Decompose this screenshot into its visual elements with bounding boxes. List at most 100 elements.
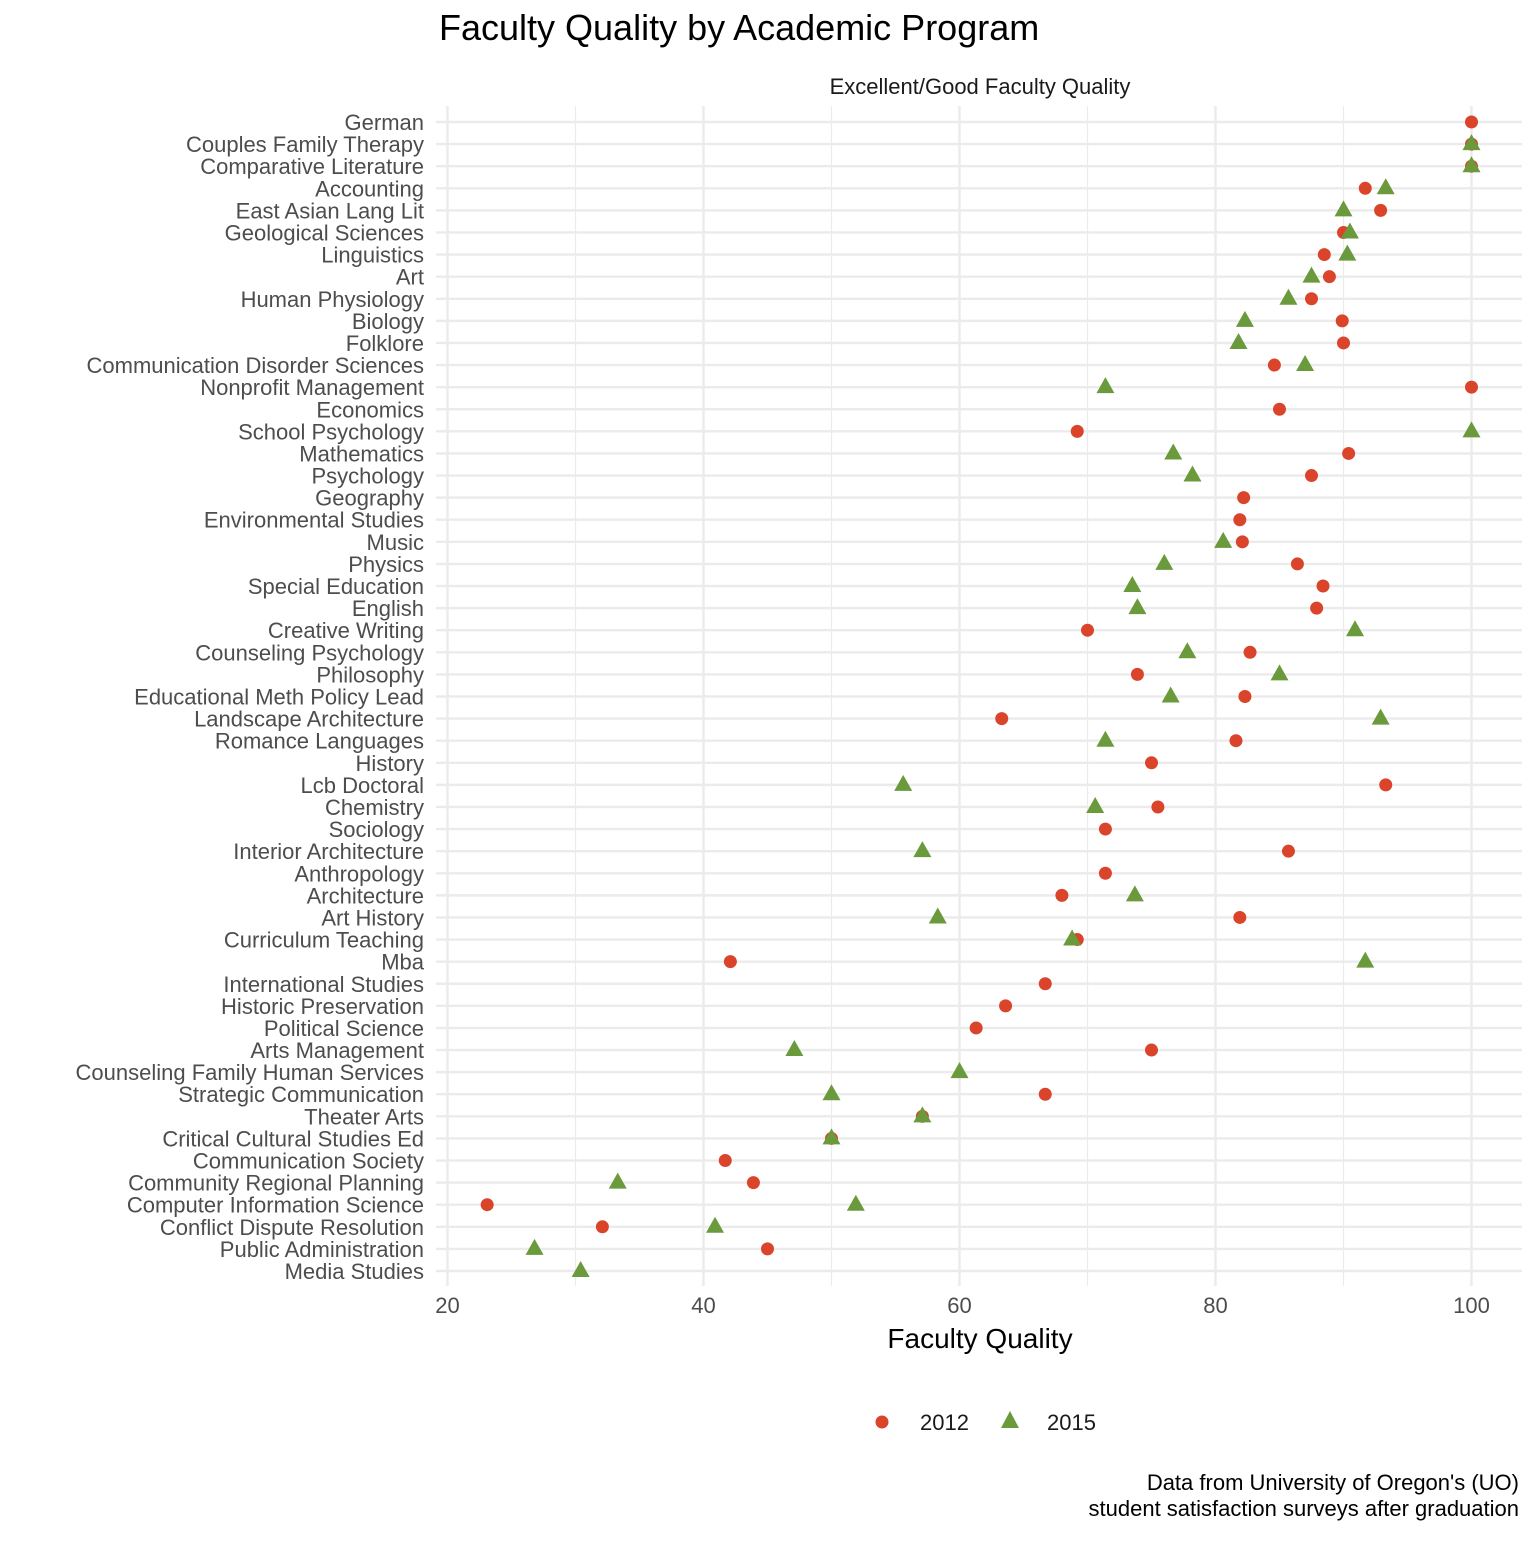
y-tick-label: Biology (352, 309, 424, 334)
y-tick-label: International Studies (223, 972, 424, 997)
point-2015 (1346, 620, 1365, 637)
point-2015 (1096, 730, 1115, 747)
point-2015 (608, 1172, 627, 1189)
y-tick-label: Conflict Dispute Resolution (160, 1215, 424, 1240)
y-tick-label: Computer Information Science (127, 1193, 424, 1218)
y-tick-label: Counseling Family Human Services (76, 1060, 424, 1085)
y-tick-label: School Psychology (238, 419, 424, 444)
point-2012 (1465, 380, 1478, 394)
point-2012 (1229, 734, 1243, 748)
y-tick-label: Folklore (346, 331, 424, 356)
point-2012 (1322, 270, 1336, 284)
x-tick-label: 60 (947, 1293, 971, 1318)
point-2012 (1342, 446, 1356, 460)
point-2012 (1151, 800, 1165, 814)
y-tick-label: Anthropology (294, 861, 424, 886)
y-tick-label: Media Studies (285, 1259, 424, 1284)
y-tick-label: History (356, 751, 424, 776)
point-2015 (1462, 421, 1481, 438)
point-2015 (571, 1261, 590, 1277)
point-2012 (1273, 402, 1286, 416)
point-2015 (1334, 200, 1353, 217)
chart-title: Faculty Quality by Academic Program (439, 7, 1039, 48)
point-2012 (1098, 866, 1112, 880)
point-2015 (1462, 134, 1481, 151)
point-2012 (1038, 977, 1052, 991)
y-tick-label: Special Education (248, 574, 424, 599)
y-tick-label: Historic Preservation (221, 994, 424, 1019)
point-2012 (1233, 513, 1247, 527)
point-2015 (1128, 598, 1147, 615)
x-tick-labels: 20 40 60 80 100 (435, 1293, 1490, 1318)
point-2015 (822, 1128, 841, 1145)
y-tick-label: Geological Sciences (225, 220, 424, 245)
point-2012 (746, 1176, 760, 1190)
y-tick-label: Music (367, 530, 424, 555)
point-2012 (1238, 690, 1252, 703)
point-2015 (894, 774, 913, 791)
y-tick-label: German (345, 110, 424, 135)
point-2015 (1235, 310, 1254, 327)
point-2012 (1145, 1043, 1158, 1057)
point-2012 (1335, 314, 1349, 328)
y-tick-label: Environmental Studies (204, 508, 424, 533)
point-2012 (723, 955, 737, 969)
point-2012 (1374, 203, 1388, 217)
point-2015 (525, 1238, 544, 1255)
legend-marker-2015 (1001, 1411, 1019, 1428)
point-2015 (1125, 885, 1144, 902)
point-2015 (1161, 686, 1180, 703)
point-2015 (1229, 332, 1248, 349)
point-2012 (1055, 888, 1069, 902)
y-tick-label: Counseling Psychology (195, 640, 424, 665)
point-2012 (1098, 822, 1112, 836)
y-tick-label: Linguistics (321, 243, 424, 268)
point-2012 (1358, 181, 1372, 195)
x-tick-label: 40 (691, 1293, 715, 1318)
point-2015 (822, 1084, 841, 1101)
point-2015 (1270, 664, 1289, 681)
point-2012 (1317, 248, 1331, 262)
point-2012 (969, 1021, 983, 1035)
point-2012 (1070, 424, 1084, 438)
point-2012 (595, 1220, 609, 1234)
y-tick-label: Creative Writing (268, 618, 424, 643)
facet-label: Excellent/Good Faculty Quality (830, 74, 1131, 99)
point-2012 (1281, 844, 1295, 858)
point-2015 (913, 841, 932, 858)
y-tick-label: Educational Meth Policy Lead (134, 685, 424, 710)
caption-line-2: student satisfaction surveys after gradu… (1089, 1496, 1519, 1521)
point-2015 (1462, 156, 1481, 173)
x-axis-label: Faculty Quality (887, 1323, 1072, 1354)
y-tick-label: Couples Family Therapy (186, 132, 424, 157)
point-2012 (995, 712, 1009, 726)
y-tick-label: Accounting (315, 176, 424, 201)
y-tick-label: Community Regional Planning (128, 1171, 424, 1196)
point-2012 (1145, 756, 1158, 770)
point-2015 (706, 1216, 725, 1233)
y-tick-label: Public Administration (220, 1237, 424, 1262)
point-2015 (1178, 642, 1197, 659)
point-2012 (1038, 1087, 1052, 1101)
point-2012 (761, 1242, 774, 1256)
y-tick-label: Romance Languages (215, 729, 424, 754)
x-tick-label: 100 (1453, 1293, 1490, 1318)
y-tick-label: Geography (315, 486, 424, 511)
point-2012 (1130, 667, 1144, 681)
point-2012 (718, 1154, 732, 1168)
point-2015 (928, 907, 947, 924)
point-2015 (1063, 929, 1082, 946)
point-2012 (1337, 336, 1350, 350)
point-2012 (1290, 557, 1304, 571)
y-tick-label: Curriculum Teaching (224, 928, 424, 953)
y-tick-label: East Asian Lang Lit (236, 198, 424, 223)
point-2015 (1376, 178, 1395, 195)
x-tick-label: 20 (435, 1293, 459, 1318)
point-2015 (950, 1062, 969, 1079)
point-2015 (1356, 951, 1375, 968)
point-2012 (480, 1198, 494, 1212)
point-2012 (1305, 292, 1318, 306)
